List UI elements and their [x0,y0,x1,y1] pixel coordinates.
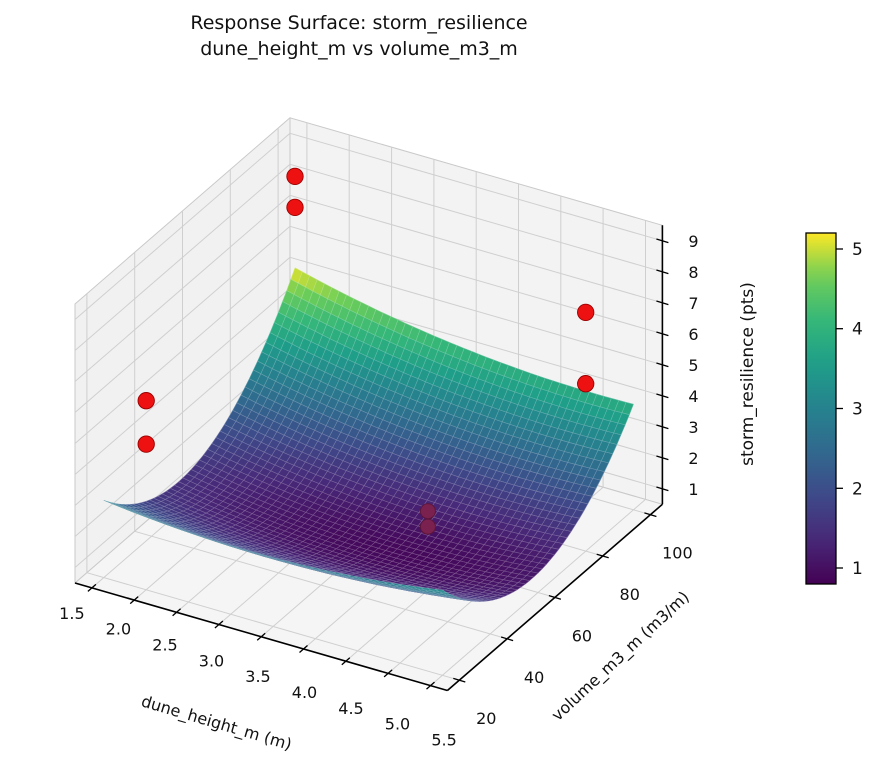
x-tick-label: 3.5 [245,667,270,686]
scatter-points [137,167,595,535]
chart-title: Response Surface: storm_resilience dune_… [0,10,718,62]
x-tick-label: 2.0 [106,620,131,639]
plot-render-root: 1.5 2.0 2.5 3.0 3.5 4.0 4.5 5.0 5.5 20 40 60 80 100 1 2… [59,117,863,750]
scatter-point [577,375,595,393]
colorbar-gradient [806,233,836,584]
x-tick-label: 5.0 [385,715,410,734]
colorbar-tick-label: 3 [852,400,863,420]
z-tick-label: 8 [688,263,698,282]
z-axis-label: storm_resilience (pts) [738,282,758,466]
x-tick-label: 4.0 [292,683,317,702]
x-tick-label: 2.5 [152,636,177,655]
chart-title-line1: Response Surface: storm_resilience [190,12,528,34]
z-tick-label: 4 [688,387,698,406]
scatter-point [137,392,155,410]
z-tick-label: 3 [688,418,698,437]
x-tick-label: 4.5 [338,699,363,718]
x-tick-label: 1.5 [59,604,84,623]
z-tick-label: 2 [688,449,698,468]
surface-mesh [103,267,634,602]
x-tick-label: 5.5 [431,730,456,749]
colorbar-tick-label: 4 [852,320,863,340]
scatter-point [286,167,304,186]
z-tick-label: 9 [688,232,698,251]
axes-spines [74,225,669,692]
y-tick-label: 60 [572,626,592,645]
colorbar-tick-label: 5 [852,240,863,260]
colorbar: 1 2 3 4 5 [805,232,863,585]
y-tick-label: 40 [524,668,544,687]
scatter-point-occluded [419,503,436,520]
scatter-point [286,198,304,217]
y-axis-label: volume_m3_m (m3/m) [548,587,694,725]
chart-title-line2: dune_height_m vs volume_m3_m [200,38,518,60]
x-tick-label: 3.0 [199,651,224,670]
z-tick-label: 7 [688,294,698,313]
scatter-point-occluded [419,518,436,535]
z-tick-label: 1 [688,480,698,499]
x-axis-label: dune_height_m (m) [139,691,294,754]
z-tick-label: 5 [688,356,698,375]
colorbar-tick-label: 1 [852,559,863,579]
scatter-point [137,435,155,453]
scatter-point [577,303,595,322]
y-tick-label: 100 [662,544,693,563]
colorbar-tick-label: 2 [852,479,863,499]
z-tick-label: 6 [688,325,698,344]
y-tick-label: 80 [620,585,640,604]
axis-tick-labels: 1.5 2.0 2.5 3.0 3.5 4.0 4.5 5.0 5.5 20 40 60 80 100 1 2… [59,232,698,750]
y-tick-label: 20 [476,709,496,728]
